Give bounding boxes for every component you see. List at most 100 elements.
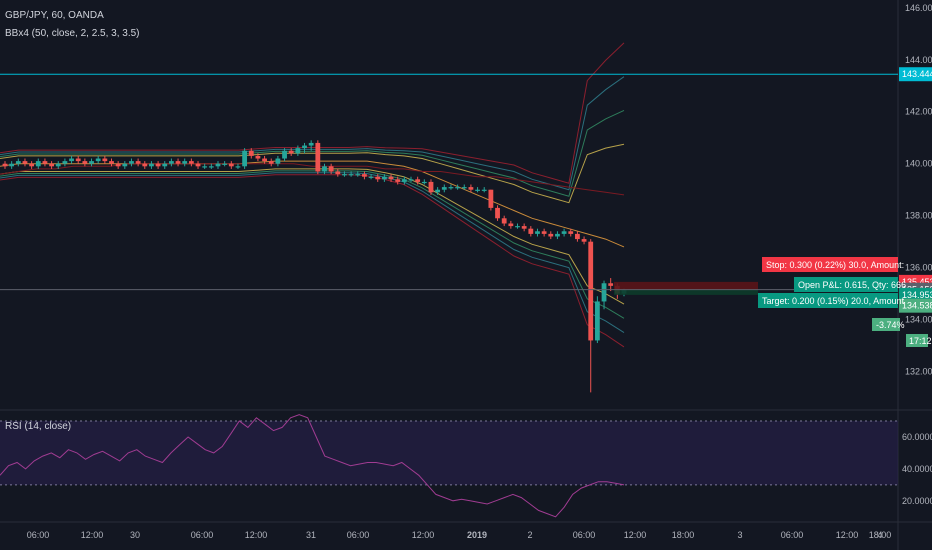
candle-body [435, 189, 441, 193]
candle-body [368, 176, 374, 178]
stop-label[interactable]: Stop: 0.300 (0.22%) 30.0, Amount: [762, 257, 904, 272]
candle-body [235, 166, 241, 168]
target-zone [614, 289, 758, 295]
time-tick-label: 06:00 [347, 530, 370, 540]
change-badge-text: -3.74% [876, 320, 905, 330]
time-tick-label: 31 [306, 530, 316, 540]
time-tick-label: 4 [877, 530, 882, 540]
candle-body [488, 189, 494, 208]
rsi-pane [0, 414, 898, 518]
pnl-label-bg [794, 277, 898, 292]
candle-body [208, 166, 214, 168]
candle-body [561, 231, 567, 234]
candle-body [55, 163, 61, 167]
candle-body [441, 187, 447, 190]
candle-body [302, 145, 307, 149]
candle-body [89, 161, 94, 164]
rsi-line [0, 414, 625, 518]
price-tick-label: 146.000 [905, 3, 932, 13]
lower-band [0, 174, 625, 348]
candle-body [322, 166, 327, 172]
candle-body [122, 163, 128, 167]
candle-body [401, 179, 407, 182]
middle-band [0, 160, 625, 248]
change-badge: -3.74% [872, 318, 905, 331]
target-label-bg [758, 293, 898, 308]
time-tick-label: 06:00 [573, 530, 596, 540]
candle-body [568, 231, 574, 234]
price-label-bg [899, 287, 932, 302]
time-tick-label: 30 [130, 530, 140, 540]
upper-band [0, 42, 625, 184]
candle-body [142, 163, 148, 167]
rsi-label[interactable]: RSI (14, close) [5, 421, 71, 432]
candle-body [495, 207, 500, 219]
candle-body [15, 161, 21, 164]
candle-body [262, 158, 267, 162]
candle-body [515, 226, 520, 228]
upper-band [0, 76, 625, 191]
candle-body [95, 158, 101, 162]
candle-body [2, 163, 8, 167]
candle-body [481, 189, 487, 191]
candle-body [215, 163, 221, 167]
candle-body [29, 163, 35, 167]
candle-body [461, 187, 467, 189]
candle-body [468, 187, 474, 190]
price-label: 134.953 [902, 290, 932, 300]
price-tick-label: 138.000 [905, 211, 932, 221]
price-label: 134.538 [902, 301, 932, 311]
candle-body [82, 161, 88, 164]
candle-body [35, 161, 41, 167]
candle-body [421, 181, 427, 184]
candle-body [501, 218, 507, 224]
candle-body [9, 163, 15, 167]
lower-band [0, 168, 625, 305]
candle-body [62, 161, 68, 164]
bollinger-bands [0, 42, 625, 348]
countdown-badge-bg [906, 334, 928, 347]
candle-body [575, 233, 580, 240]
price-tick-label: 140.000 [905, 159, 932, 169]
stop-label-text: Stop: 0.300 (0.22%) 30.0, Amount: [766, 260, 904, 270]
candle-body [42, 161, 48, 164]
candle-body [275, 158, 281, 164]
time-tick-label: 12:00 [245, 530, 268, 540]
time-tick-label: 06:00 [191, 530, 214, 540]
target-label[interactable]: Target: 0.200 (0.15%) 20.0, Amount [758, 293, 905, 308]
candle-body [75, 158, 81, 162]
candle-body [242, 150, 248, 167]
candle-body [428, 181, 434, 193]
candle-body [508, 223, 514, 227]
symbol-label[interactable]: GBP/JPY, 60, OANDA [5, 10, 104, 21]
candle-body [448, 187, 454, 189]
indicator-label[interactable]: BBx4 (50, close, 2, 2.5, 3, 3.5) [5, 28, 140, 39]
price-axis[interactable]: 146.000 144.000 142.000 140.000 138.000 136.0… [899, 3, 932, 506]
price-label: 143.444 [902, 69, 932, 79]
candle-body [375, 176, 381, 180]
candle-body [49, 163, 54, 167]
pnl-label[interactable]: Open P&L: 0.615, Qty: 666 [794, 277, 906, 292]
time-tick-label: 2 [527, 530, 532, 540]
candle-body [535, 231, 540, 234]
candle-body [475, 189, 480, 191]
candle-body [175, 161, 181, 164]
price-tick-label: 136.000 [905, 263, 932, 273]
lower-band [0, 170, 625, 319]
rsi-tick-label: 40.0000 [902, 464, 932, 474]
candle-body [521, 226, 527, 229]
price-tick-label: 142.000 [905, 107, 932, 117]
candle-body [222, 163, 228, 165]
candle-body [408, 179, 414, 181]
price-label-bg [899, 298, 932, 313]
candle-body [548, 233, 554, 237]
time-tick-label: 18:00 [672, 530, 695, 540]
time-axis[interactable]: 06:00 12:00 30 06:00 12:00 31 06:00 12:00 2019 2 0… [27, 530, 892, 540]
candle-body [149, 163, 154, 167]
candle-body [541, 231, 547, 234]
candle-body [555, 233, 560, 237]
stop-zone [614, 281, 758, 290]
time-tick-label: 12:00 [81, 530, 104, 540]
candle-body [362, 174, 367, 177]
